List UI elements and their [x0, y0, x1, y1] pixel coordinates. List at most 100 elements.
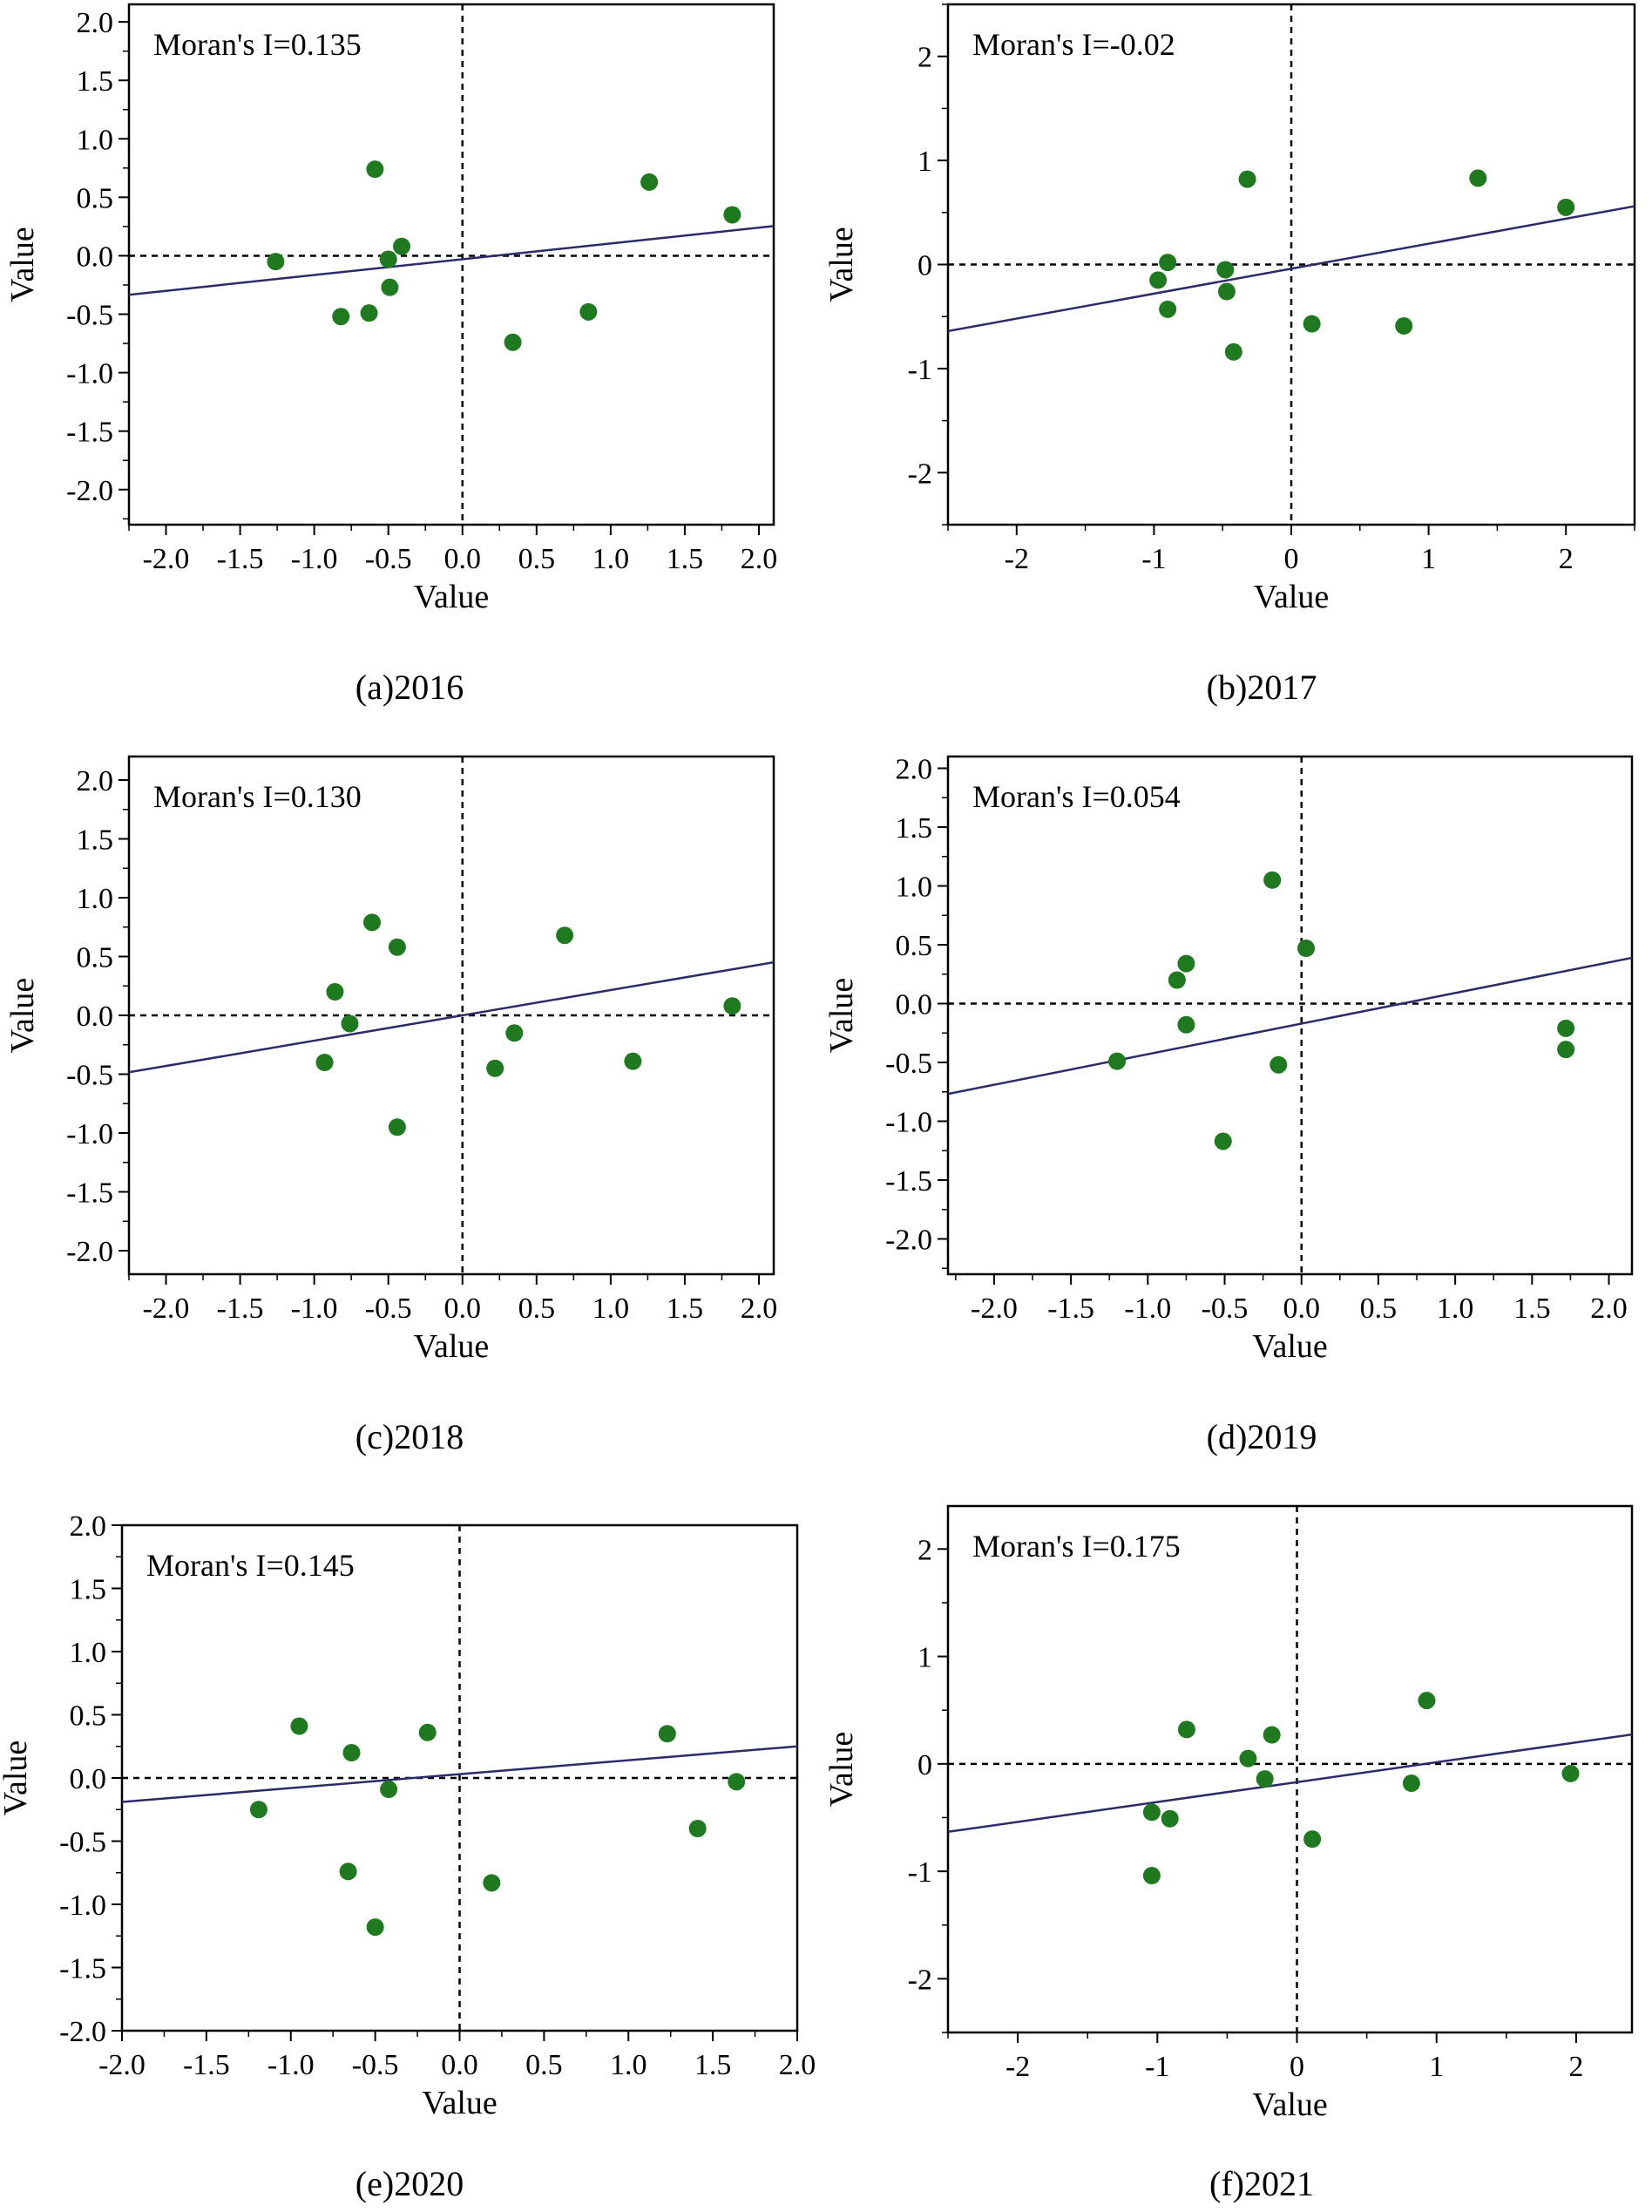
data-point [366, 1918, 384, 1937]
x-tick-label: 1.5 [1513, 1293, 1551, 1325]
morans-i-annotation: Moran's I=0.145 [146, 1548, 355, 1583]
data-point [1269, 1055, 1288, 1074]
y-tick-label: -1 [908, 354, 932, 386]
data-point [1168, 971, 1186, 989]
x-axis-label: Value [414, 579, 490, 615]
data-point [418, 1723, 437, 1741]
data-point [366, 160, 384, 179]
x-axis-label: Value [414, 1328, 490, 1365]
y-tick-label: -1.5 [59, 1953, 106, 1985]
data-point [1469, 169, 1487, 187]
y-tick-label: 1.5 [77, 824, 114, 857]
x-axis-label: Value [1252, 1328, 1328, 1365]
scatter-panel-c: -2.0 -1.5 -1.0 -0.5 0.0 0.5 1.0 1.5 2.0-2.0-1.5-… [4, 755, 777, 1365]
morans-i-annotation: Moran's I=0.130 [153, 779, 362, 814]
x-axis-label: Value [1254, 579, 1330, 615]
regression-line [129, 225, 774, 296]
y-axis-label: Value [823, 1732, 860, 1808]
data-point [339, 1863, 357, 1881]
data-point [379, 250, 397, 268]
y-tick-label: 0.0 [77, 1001, 114, 1033]
y-tick-label: 2.0 [70, 1510, 107, 1543]
x-tick-label: -1.0 [291, 1293, 338, 1325]
y-tick-label: 1.0 [77, 883, 114, 915]
x-tick-label: -1.5 [217, 543, 264, 575]
regression-line [948, 205, 1635, 333]
data-point [505, 1024, 524, 1042]
x-tick-label: -1.5 [1047, 1293, 1094, 1325]
y-tick-label: 0.0 [77, 241, 114, 273]
data-point [504, 333, 522, 351]
x-tick-label: 0 [1284, 543, 1299, 575]
plot-frame [127, 3, 775, 526]
panel-caption-f: (f)2021 [1209, 2164, 1314, 2203]
data-point [381, 278, 399, 296]
x-tick-label: 0 [1290, 2051, 1304, 2083]
x-tick-label: 1.0 [592, 1293, 630, 1325]
x-tick-label: -1 [1145, 2051, 1169, 2083]
panel-caption-e: (e)2020 [355, 2164, 464, 2203]
data-point [1239, 1749, 1257, 1768]
data-point [267, 253, 285, 271]
data-point [579, 302, 598, 321]
x-tick-label: 1 [1421, 543, 1436, 575]
data-point [393, 237, 411, 255]
data-point [556, 926, 574, 945]
data-point [1263, 871, 1282, 889]
y-tick-label: 1.5 [77, 65, 114, 98]
y-tick-label: -0.5 [59, 1827, 106, 1859]
y-tick-label: -2.0 [66, 1236, 113, 1268]
x-tick-label: 0.5 [525, 2049, 563, 2081]
y-axis-label: Value [4, 227, 41, 302]
y-axis-label: Value [823, 227, 860, 302]
x-tick-label: -0.5 [365, 1293, 412, 1325]
data-point [249, 1801, 267, 1819]
data-point [1238, 170, 1256, 188]
x-tick-label: -2.0 [143, 1293, 190, 1325]
data-point [1402, 1774, 1420, 1793]
data-point [326, 983, 344, 1001]
data-point [486, 1059, 504, 1077]
x-tick-label: 2 [1568, 2051, 1583, 2083]
panel-caption-c: (c)2018 [355, 1417, 464, 1456]
y-axis-label: Value [823, 978, 860, 1054]
data-point [362, 913, 381, 932]
x-tick-label: 0.5 [518, 543, 556, 575]
x-tick-label: 0.5 [1360, 1293, 1398, 1325]
y-tick-label: 1.0 [70, 1637, 107, 1669]
data-point [658, 1725, 676, 1743]
data-point [728, 1773, 746, 1791]
y-tick-label: -2 [908, 458, 932, 490]
panel-caption-a: (a)2016 [355, 668, 464, 707]
regression-line [948, 1733, 1632, 1834]
x-tick-label: -2.0 [971, 1293, 1018, 1325]
data-point [1149, 271, 1168, 289]
data-point [341, 1014, 359, 1033]
scatter-panel-e: -2.0 -1.5 -1.0 -0.5 0.0 0.5 1.0 1.5 2.0 -2.0 -1.5 -… [0, 1510, 816, 2121]
x-tick-label: -1.0 [291, 543, 338, 575]
x-tick-label: 2.0 [741, 543, 778, 575]
y-tick-label: -2.0 [66, 475, 113, 507]
scatter-panel-a: -2.0 -1.5 -1.0 -0.5 0.0 0.5 1.0 1.5 2.0-2.0-1.5-… [4, 3, 778, 615]
plot-frame [946, 755, 1634, 1276]
data-point [1142, 1803, 1161, 1822]
y-tick-label: 1 [917, 1642, 932, 1674]
x-tick-label: -0.5 [352, 2049, 399, 2081]
y-tick-label: -1.0 [66, 358, 113, 390]
y-axis-label: Value [4, 978, 41, 1054]
x-tick-label: 1.0 [592, 543, 630, 575]
data-point [1142, 1867, 1161, 1885]
data-point [380, 1781, 398, 1799]
data-point [1159, 254, 1177, 272]
data-point [1303, 1830, 1322, 1849]
morans-i-annotation: Moran's I=0.135 [153, 27, 362, 62]
data-point [624, 1052, 642, 1070]
x-tick-label: 2 [1559, 543, 1574, 575]
panel-caption-d: (d)2019 [1206, 1417, 1317, 1456]
morans-i-annotation: Moran's I=0.054 [972, 779, 1181, 814]
y-tick-label: -1.5 [66, 417, 113, 449]
data-point [1395, 316, 1413, 335]
y-tick-label: -2 [908, 1964, 932, 1996]
x-tick-label: -2.0 [143, 543, 190, 575]
data-point [723, 997, 741, 1015]
